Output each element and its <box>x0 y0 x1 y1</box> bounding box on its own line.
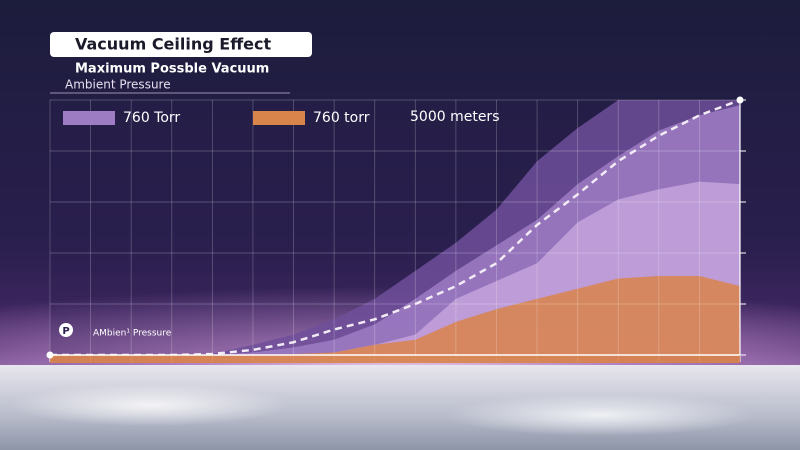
corner-label: P <box>62 326 69 337</box>
legend-swatch <box>63 111 115 125</box>
x-axis-band <box>50 355 740 363</box>
legend-label: 760 torr <box>313 110 370 126</box>
legend-swatch <box>253 111 305 125</box>
cloud-layer <box>0 365 800 450</box>
corner-note: AMbien¹ Pressure <box>93 329 172 339</box>
axis-origin-dot <box>46 351 54 359</box>
dashed-line <box>50 98 741 357</box>
chart-subtitle: Maximum Possble Vacuum <box>75 62 269 77</box>
y-axis-label: Ambient Pressure <box>65 78 171 92</box>
legend-label: 760 Torr <box>123 110 180 126</box>
annotation: 5000 meters <box>410 109 499 125</box>
chart-title: Vacuum Ceiling Effect <box>75 35 272 54</box>
title-box <box>50 32 312 57</box>
corner-icon <box>59 323 73 337</box>
area <box>50 275 740 355</box>
